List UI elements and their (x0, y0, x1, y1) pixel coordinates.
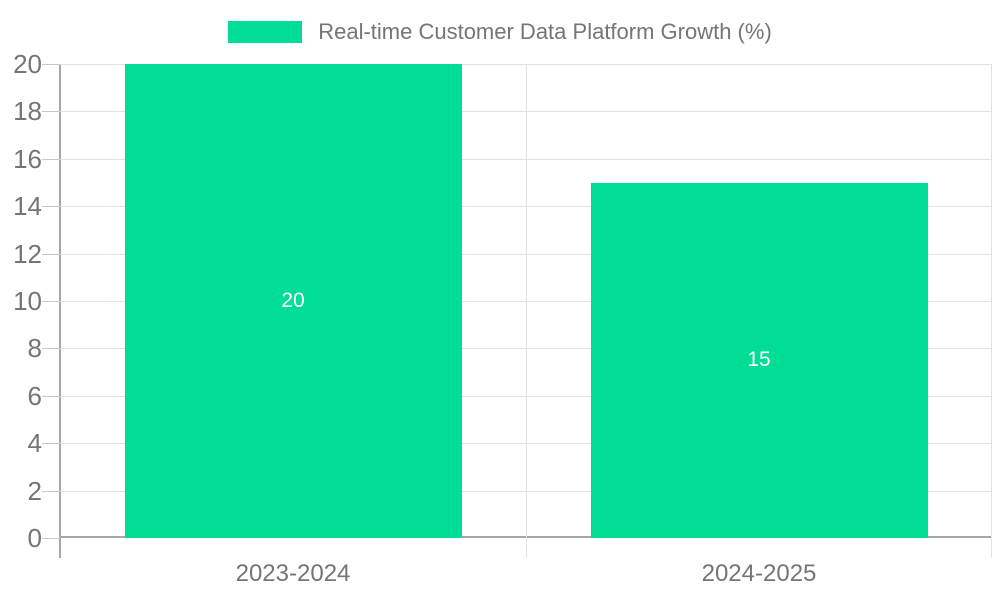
plot-area: 20 15 (42, 64, 992, 558)
legend-label: Real-time Customer Data Platform Growth … (318, 19, 772, 44)
y-tick-label-12: 12 (13, 238, 42, 269)
y-tick-mark-0 (42, 538, 60, 539)
y-tick-mark-4 (42, 443, 60, 445)
legend-swatch (228, 21, 303, 43)
bar-value-label: 20 (281, 289, 305, 312)
bar-2024-2025[interactable]: 15 (590, 182, 928, 538)
y-tick-mark-6 (42, 395, 60, 397)
legend[interactable]: Real-time Customer Data Platform Growth … (0, 19, 1000, 45)
y-tick-label-10: 10 (13, 286, 42, 316)
y-tick-label-14: 14 (13, 191, 42, 222)
y-tick-mark-10 (42, 301, 60, 302)
y-tick-label-16: 16 (13, 143, 42, 174)
y-tick-label-6: 6 (27, 380, 42, 411)
y-tick-mark-16 (42, 158, 60, 160)
y-tick-label-2: 2 (27, 475, 42, 506)
y-tick-mark-8 (42, 348, 60, 350)
y-tick-mark-18 (42, 111, 60, 113)
y-tick-mark-14 (42, 206, 60, 208)
category-divider (526, 64, 527, 558)
y-tick-label-18: 18 (13, 96, 42, 127)
y-tick-mark-2 (42, 490, 60, 492)
y-tick-mark-20 (42, 64, 60, 65)
y-tick-mark-12 (42, 253, 60, 255)
y-tick-label-4: 4 (27, 428, 42, 459)
bar-value-label: 15 (747, 348, 771, 372)
x-tick-label-2023-2024: 2023-2024 (235, 560, 351, 587)
y-axis-line (59, 64, 61, 558)
bar-2023-2024[interactable]: 20 (124, 64, 462, 538)
y-tick-label-0: 0 (27, 523, 42, 553)
y-tick-label-20: 20 (13, 49, 42, 79)
x-tick-label-2024-2025: 2024-2025 (701, 560, 817, 587)
y-tick-label-8: 8 (27, 333, 42, 364)
plot-right-border (991, 64, 992, 558)
